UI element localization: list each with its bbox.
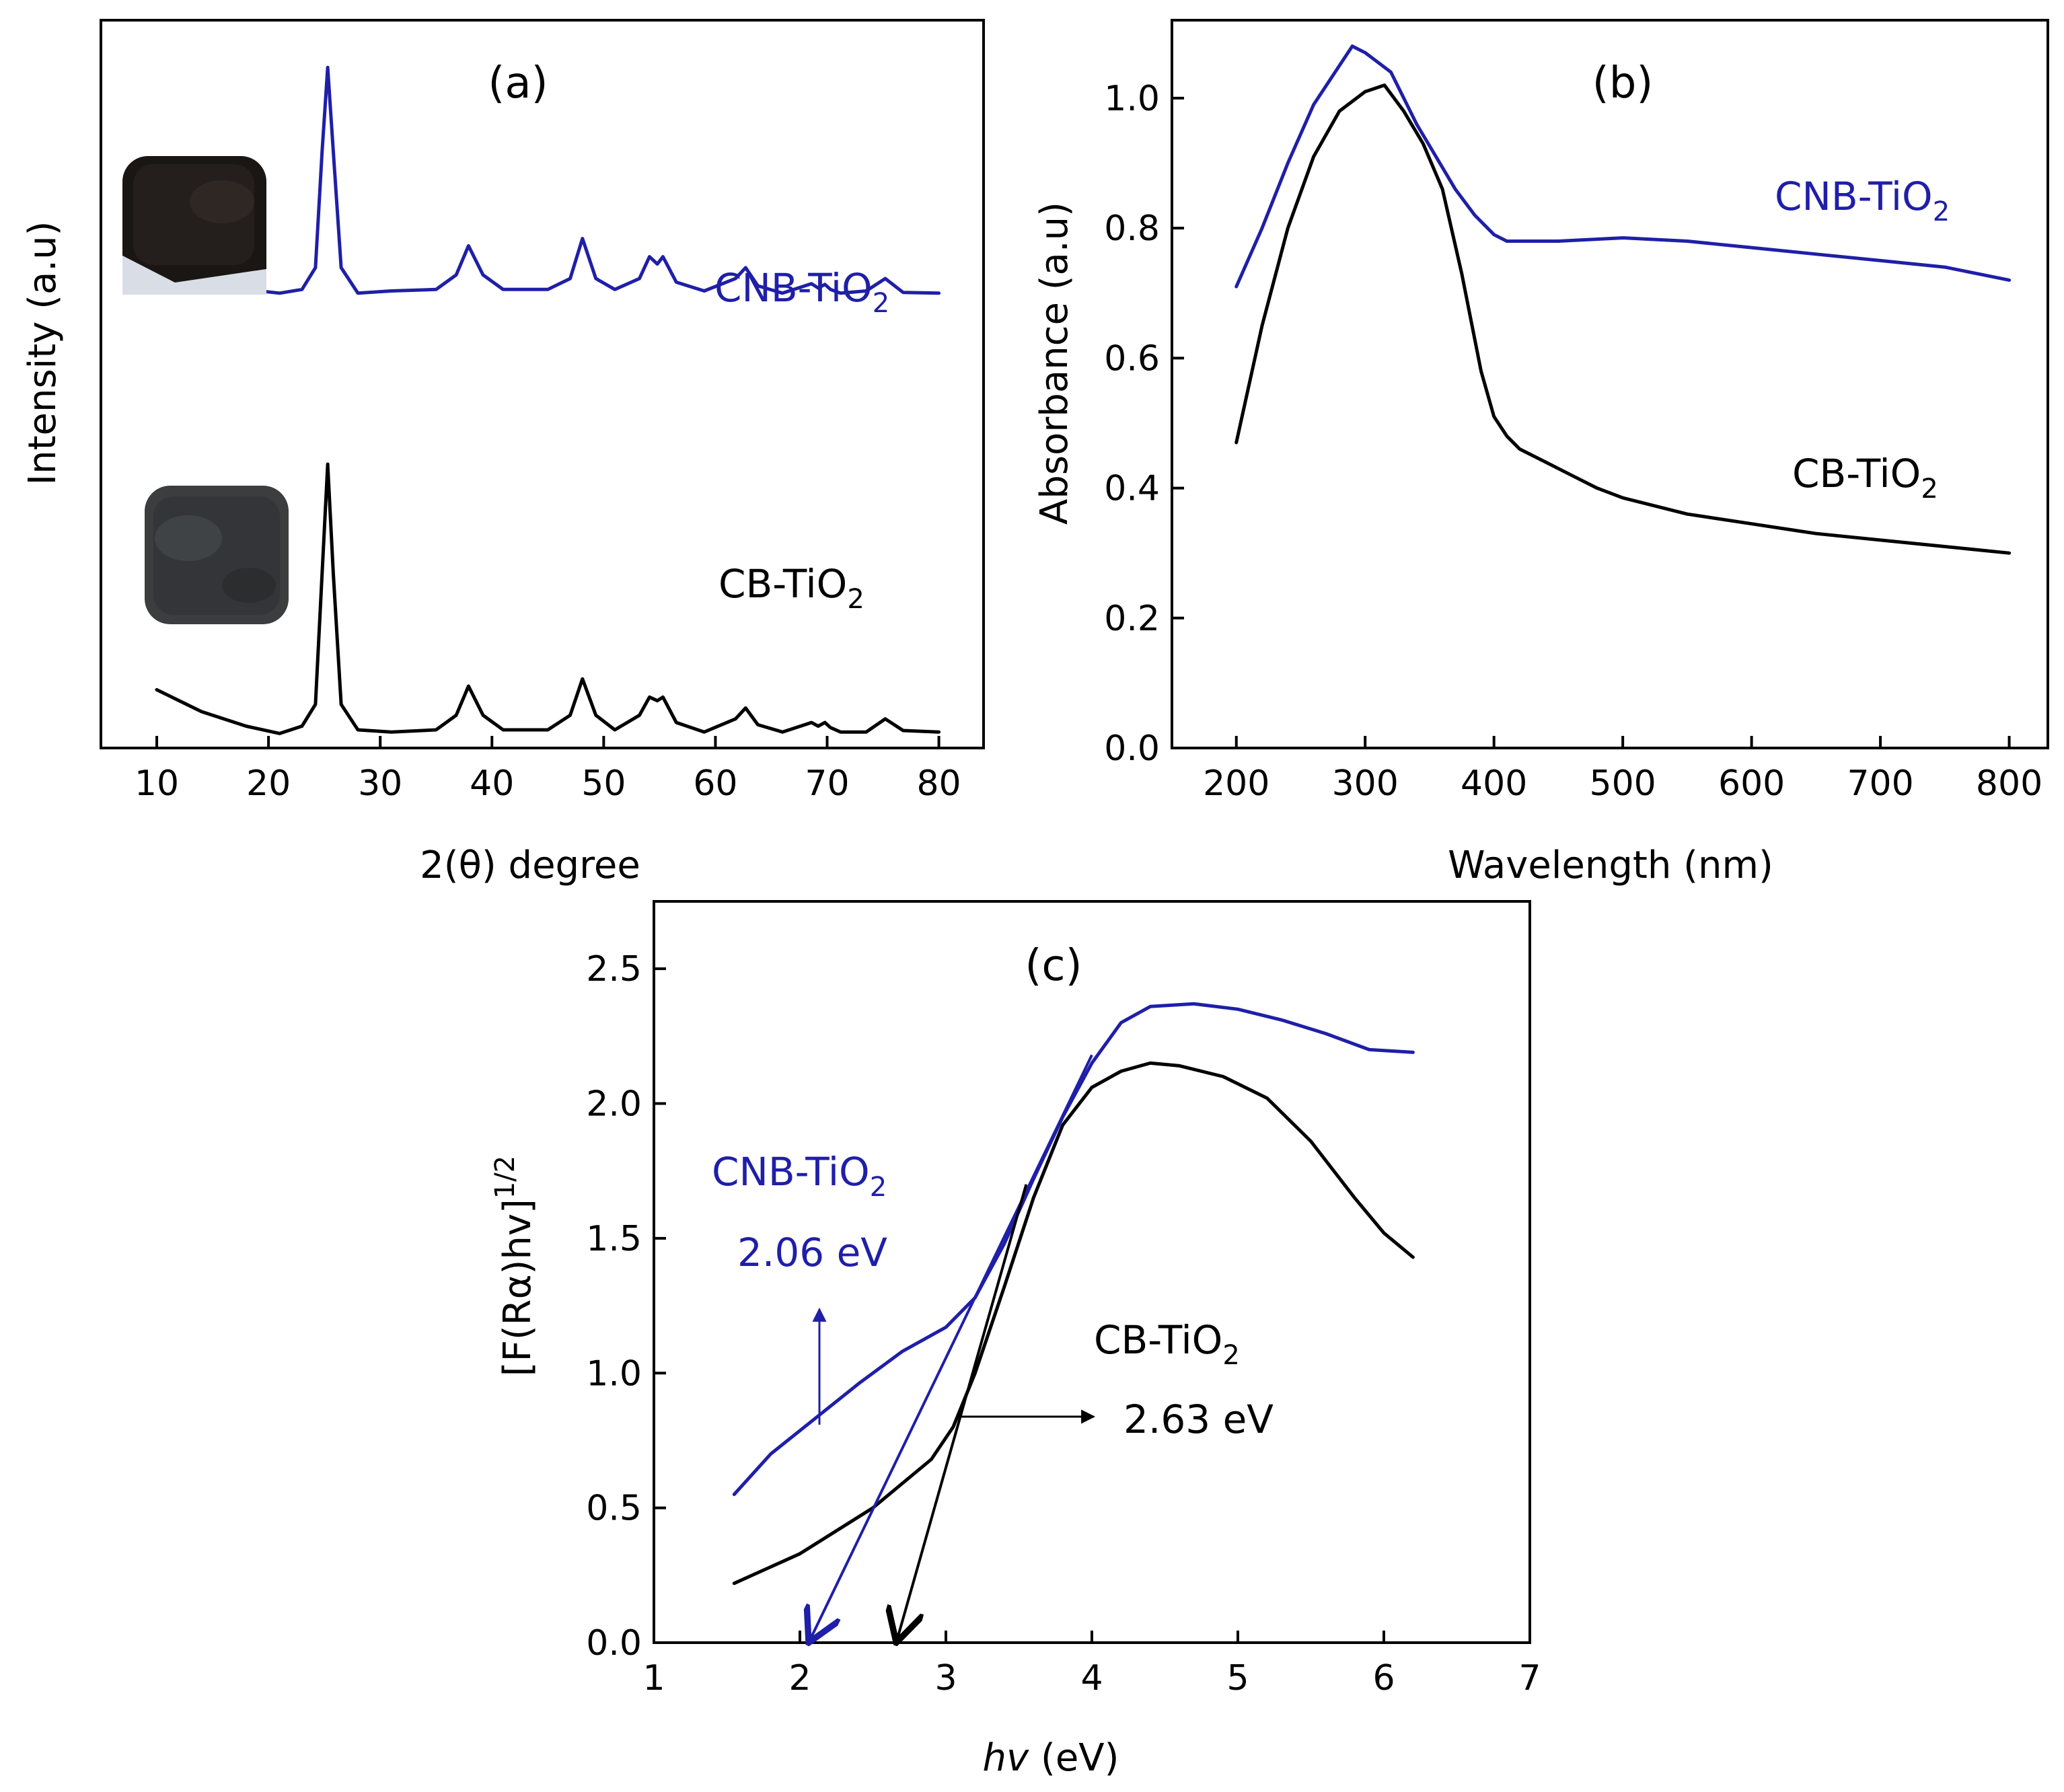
panel-c-y-tick-label: 0.0 bbox=[586, 1623, 642, 1664]
panel-b-x-tick-label: 600 bbox=[1718, 763, 1785, 804]
panel-b-y-tick-label: 1.0 bbox=[1104, 79, 1160, 119]
panel-b-x-tick-label: 400 bbox=[1461, 763, 1527, 804]
panel-a-series-cnb-tio2-line bbox=[155, 65, 941, 295]
panel-a-x-tick-label: 40 bbox=[470, 763, 514, 804]
panel-c-x-tick-label: 5 bbox=[1226, 1658, 1249, 1698]
panel-c-y-tick-label: 1.5 bbox=[586, 1219, 642, 1259]
panel-c-y-tick-label: 0.5 bbox=[586, 1489, 642, 1529]
panel-b-y-label: Absorbance (a.u) bbox=[1033, 202, 1076, 525]
cb-bandgap-value: 2.63 eV bbox=[1123, 1396, 1274, 1442]
cb-tio2-powder-image bbox=[145, 486, 289, 624]
panel-c-series-cb-tio2-line bbox=[732, 1061, 1415, 1585]
panel-c-y-tick-label: 2.5 bbox=[586, 949, 642, 990]
panel-b-y-ticks: 0.0 0.2 0.4 0.6 0.8 1.0 bbox=[1104, 79, 1184, 769]
panel-b-y-tick-label: 0.8 bbox=[1104, 209, 1160, 249]
panel-a-x-tick-label: 20 bbox=[246, 763, 291, 804]
panel-b-x-tick-label: 200 bbox=[1203, 763, 1269, 804]
panel-b-x-label: Wavelength (nm) bbox=[1448, 844, 1773, 887]
panel-c-tangent-lines bbox=[809, 1054, 1093, 1643]
panel-c-x-tick-label: 2 bbox=[788, 1658, 811, 1698]
panel-a-x-tick-label: 50 bbox=[581, 763, 626, 804]
svg-text:CNB-TiO2: CNB-TiO2 bbox=[712, 1149, 887, 1203]
svg-text:CB-TiO2: CB-TiO2 bbox=[1792, 451, 1938, 505]
panel-c-x-ticks: 1 2 3 4 5 6 7 bbox=[642, 1631, 1541, 1698]
panel-b-series bbox=[1234, 44, 2012, 555]
panel-b-uvvis: (b) 200 300 400 500 600 700 800 0.00.20.40.60.… bbox=[1033, 19, 2049, 887]
panel-a-x-label: 2(θ) degree bbox=[420, 844, 640, 887]
panel-a-x-tick-label: 70 bbox=[805, 763, 849, 804]
panel-a-series-cb-tio2-line bbox=[155, 462, 941, 735]
panel-a-x-tick-label: 30 bbox=[358, 763, 402, 804]
panel-a-y-label: Intensity (a.u) bbox=[21, 221, 65, 486]
svg-text:CB-TiO2: CB-TiO2 bbox=[1094, 1317, 1240, 1371]
panel-a-x-tick-label: 80 bbox=[916, 763, 961, 804]
cb-tio2-tangent-arrow bbox=[896, 1184, 1028, 1643]
panel-b-title: (b) bbox=[1592, 59, 1654, 108]
panel-a-title: (a) bbox=[488, 59, 548, 108]
panel-c-y-label: [F(Rα)hv]1/2 bbox=[490, 1156, 540, 1376]
legend-cb-tio2-b: CB-TiO2 bbox=[1792, 451, 1938, 505]
panel-b-series-cnb-tio2-line bbox=[1234, 44, 2012, 289]
panel-b-x-tick-label: 700 bbox=[1847, 763, 1913, 804]
panel-c-title: (c) bbox=[1025, 941, 1082, 991]
panel-b-y-tick-label: 0.0 bbox=[1104, 729, 1160, 769]
panel-a-series bbox=[155, 65, 941, 735]
cnb-tio2-powder-image bbox=[122, 156, 266, 295]
panel-c-x-tick-label: 3 bbox=[934, 1658, 957, 1698]
panel-b-series-cb-tio2-line bbox=[1234, 83, 2012, 555]
svg-text:CNB-TiO2: CNB-TiO2 bbox=[714, 265, 889, 319]
cnb-tio2-tangent-arrow bbox=[809, 1054, 1093, 1643]
panel-c-y-ticks: 0.0 0.5 1.0 1.5 2.0 2.5 bbox=[586, 949, 666, 1664]
panel-c-x-tick-label: 7 bbox=[1518, 1658, 1541, 1698]
panel-c-x-label: hv (eV) bbox=[983, 1736, 1119, 1780]
panel-c-y-tick-label: 2.0 bbox=[586, 1084, 642, 1125]
panel-b-y-tick-label: 0.4 bbox=[1104, 469, 1160, 509]
panel-b-x-tick-label: 300 bbox=[1332, 763, 1399, 804]
panel-a-xrd: (a) 10 20 30 40 50 60 70 80 2(θ) degree Intensi… bbox=[21, 19, 985, 887]
legend-cnb-tio2-a: CNB-TiO2 bbox=[714, 265, 889, 319]
panel-a-x-tick-label: 60 bbox=[693, 763, 737, 804]
legend-cnb-tio2-c: CNB-TiO2 bbox=[712, 1149, 887, 1203]
panel-c-tauc: (c) 1 2 3 4 5 6 7 0.0 0.5 1.0 1.5 2.0 2.5 hv (eV) [… bbox=[490, 900, 1541, 1780]
panel-b-x-tick-label: 500 bbox=[1590, 763, 1656, 804]
legend-cb-tio2-c: CB-TiO2 bbox=[1094, 1317, 1240, 1371]
panel-b-x-tick-label: 800 bbox=[1976, 763, 2042, 804]
panel-b-y-tick-label: 0.6 bbox=[1104, 338, 1160, 379]
panel-c-x-tick-label: 6 bbox=[1372, 1658, 1395, 1698]
panel-c-x-tick-label: 1 bbox=[642, 1658, 665, 1698]
panel-b-x-ticks: 200 300 400 500 600 700 800 bbox=[1203, 736, 2042, 804]
panel-c-x-tick-label: 4 bbox=[1080, 1658, 1103, 1698]
svg-text:CB-TiO2: CB-TiO2 bbox=[718, 561, 864, 615]
panel-c-y-tick-label: 1.0 bbox=[586, 1353, 642, 1394]
panel-b-y-tick-label: 0.2 bbox=[1104, 599, 1160, 639]
legend-cnb-tio2-b: CNB-TiO2 bbox=[1775, 174, 1950, 227]
cnb-bandgap-value: 2.06 eV bbox=[737, 1230, 887, 1275]
panel-a-x-ticks: 10 20 30 40 50 60 70 80 bbox=[135, 736, 961, 804]
panel-b-frame bbox=[1171, 19, 2049, 749]
legend-cb-tio2-a: CB-TiO2 bbox=[718, 561, 864, 615]
panel-a-x-tick-label: 10 bbox=[135, 763, 179, 804]
panel-a-frame bbox=[100, 19, 985, 749]
svg-text:CNB-TiO2: CNB-TiO2 bbox=[1775, 174, 1950, 227]
